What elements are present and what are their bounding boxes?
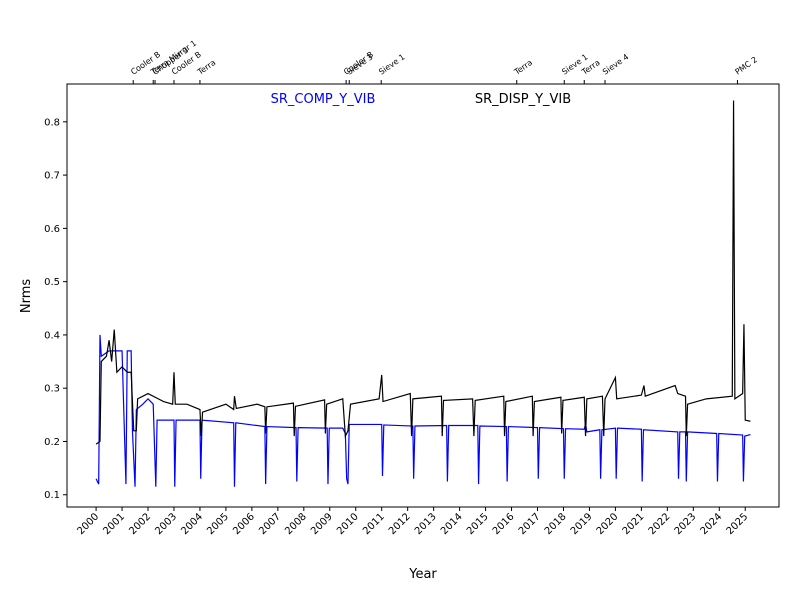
legend-label: SR_COMP_Y_VIB <box>271 92 376 107</box>
plot-frame <box>66 83 780 508</box>
y-tick-label: 0.6 <box>44 224 60 235</box>
y-tick-label: 0.2 <box>44 437 60 448</box>
y-tick-label: 0.1 <box>44 490 60 501</box>
legend-label: SR_DISP_Y_VIB <box>475 92 571 107</box>
y-tick-label: 0.7 <box>44 171 60 182</box>
y-tick-label: 0.5 <box>44 277 60 288</box>
y-tick-label: 0.3 <box>44 384 60 395</box>
series-line <box>95 100 751 445</box>
y-tick-label: 0.8 <box>44 117 60 128</box>
y-axis-label: Nrms <box>19 279 34 314</box>
series-line <box>95 334 751 487</box>
x-axis-label: Year <box>408 567 437 582</box>
y-tick-label: 0.4 <box>44 330 60 341</box>
